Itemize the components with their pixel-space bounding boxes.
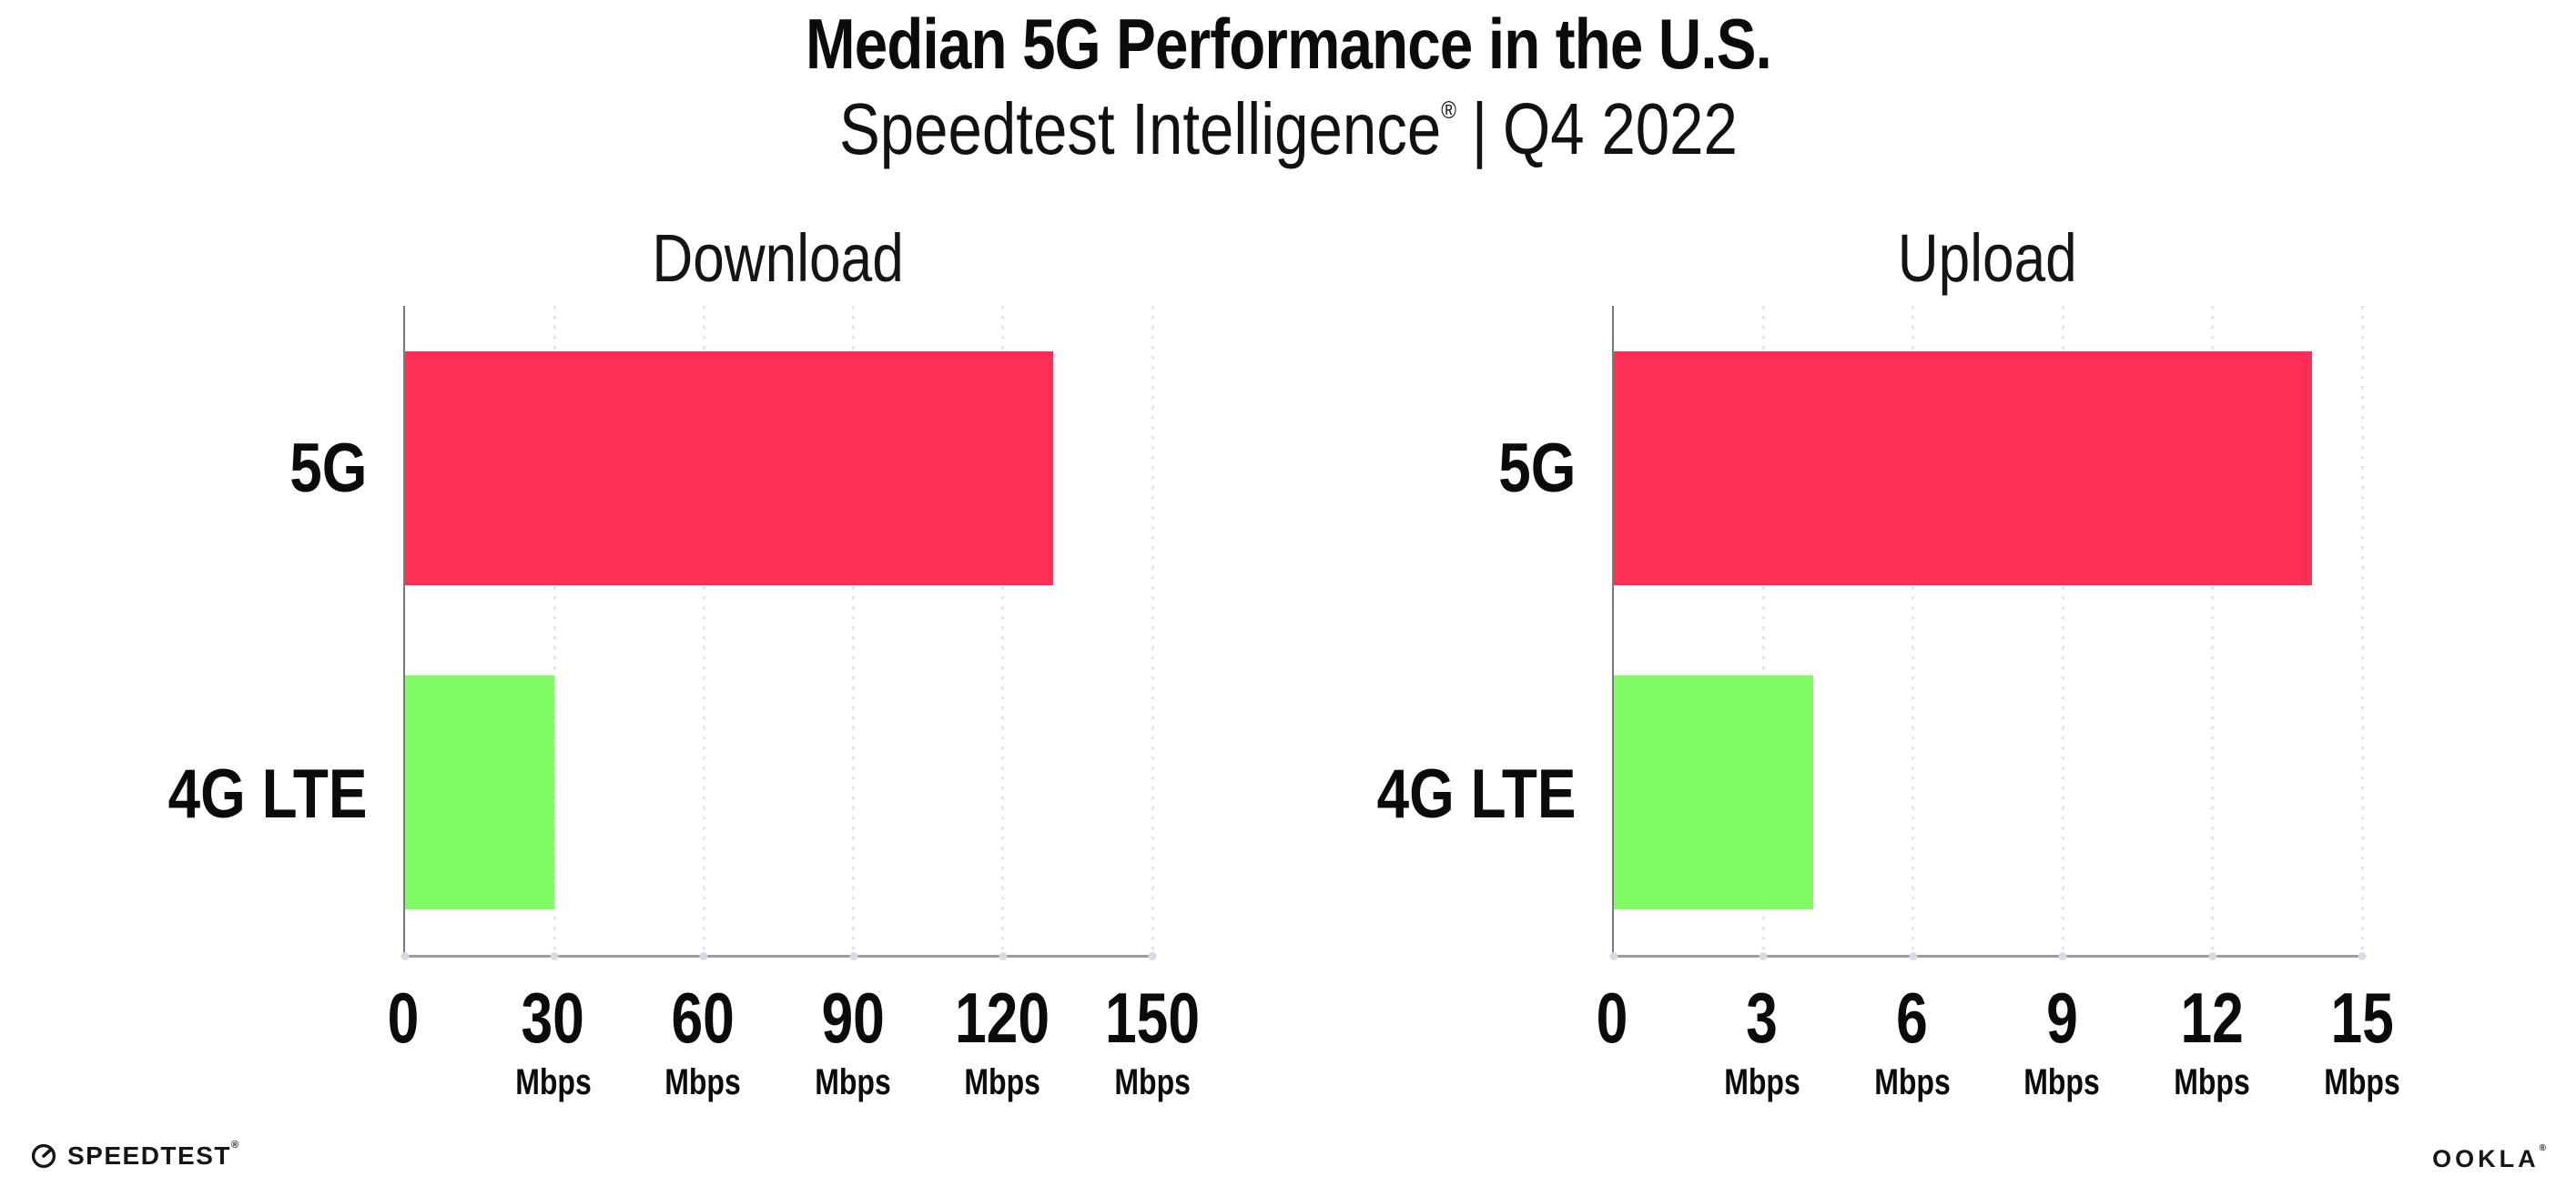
gridline-90-mbps <box>852 306 856 955</box>
chart-title-download: Download <box>652 220 904 296</box>
page-title: Median 5G Performance in the U.S. <box>0 5 2576 84</box>
axis-tick-dot <box>401 952 410 960</box>
x-tick-label-150: 150 Mbps <box>1093 982 1212 1101</box>
speedtest-logo: SPEEDTEST® <box>30 1140 240 1171</box>
x-tick-label-0: 0 <box>1592 982 1631 1053</box>
x-tick-value: 150 <box>1104 978 1201 1058</box>
axis-tick-dot <box>1759 952 1768 960</box>
bar-4g-lte-upload <box>1614 675 1814 910</box>
plot-area-upload <box>1609 306 2367 960</box>
axis-tick-dot <box>2208 952 2217 960</box>
x-tick-value: 0 <box>1596 978 1628 1058</box>
axis-tick-dot <box>1148 952 1157 960</box>
axis-tick-dot <box>1909 952 1918 960</box>
x-tick-unit: Mbps <box>514 1062 592 1102</box>
axis-tick-dot <box>2058 952 2067 960</box>
x-tick-label-6: 6 Mbps <box>1864 982 1959 1101</box>
registered-trademark-icon: ® <box>1440 96 1456 124</box>
x-tick-unit: Mbps <box>1114 1062 1191 1102</box>
speedtest-trademark-icon: ® <box>230 1140 240 1151</box>
gridline-12-mbps <box>2211 306 2215 955</box>
x-tick-value: 9 <box>2046 978 2078 1058</box>
axis-tick-dot <box>999 952 1008 960</box>
x-tick-unit: Mbps <box>2324 1062 2400 1102</box>
axis-tick-dot <box>550 952 559 960</box>
x-tick-label-15: 15 Mbps <box>2315 982 2409 1101</box>
gridline-60-mbps <box>702 306 705 955</box>
x-tick-value: 0 <box>387 978 420 1058</box>
x-tick-unit: Mbps <box>664 1062 741 1102</box>
ookla-trademark-icon: ® <box>2539 1143 2546 1153</box>
x-tick-value: 120 <box>955 978 1050 1058</box>
x-tick-label-60: 60 Mbps <box>655 982 750 1101</box>
x-tick-value: 60 <box>671 978 735 1058</box>
x-tick-unit: Mbps <box>964 1062 1041 1102</box>
page-title-text: Median 5G Performance in the U.S. <box>805 4 1772 84</box>
x-tick-label-120: 120 Mbps <box>943 982 1061 1101</box>
gridline-120-mbps <box>1001 306 1005 955</box>
x-tick-unit: Mbps <box>2023 1062 2101 1102</box>
bar-5g-download <box>405 350 1053 585</box>
axis-tick-dot <box>699 952 708 960</box>
ookla-logo: OOKLA® <box>2432 1143 2546 1173</box>
subtitle-separator: | <box>1471 88 1487 169</box>
x-tick-value: 15 <box>2330 978 2394 1058</box>
x-tick-label-0: 0 <box>383 982 422 1053</box>
axis-tick-dot <box>1609 952 1618 960</box>
chart-upload: Upload 0 3 Mbps 6 Mbps 9 Mbps 12 Mbps 15 Mbps 5G 4G… <box>1376 220 2400 1101</box>
gridline-150-mbps <box>1151 306 1154 955</box>
speedtest-gauge-icon <box>31 1143 56 1169</box>
gridline-6-mbps <box>1912 306 1915 955</box>
axis-tick-dot <box>849 952 858 960</box>
plot-area-download <box>401 306 1157 960</box>
x-tick-label-30: 30 Mbps <box>505 982 600 1101</box>
bar-5g-upload <box>1614 350 2313 585</box>
gridline-15-mbps <box>2360 306 2364 955</box>
chart-title-upload: Upload <box>1897 220 2077 296</box>
x-tick-unit: Mbps <box>1724 1062 1800 1102</box>
bar-4g-lte-download <box>405 675 555 910</box>
chart-download: Download 0 30 Mbps 60 Mbps 90 Mbps 120 Mbps 150 Mb… <box>167 220 1200 1101</box>
speedtest-wordmark: SPEEDTEST® <box>67 1140 240 1170</box>
subtitle-product: Speedtest Intelligence <box>838 88 1441 169</box>
x-tick-label-3: 3 Mbps <box>1715 982 1810 1101</box>
x-tick-value: 3 <box>1746 978 1779 1058</box>
axis-tick-dot <box>2358 952 2367 960</box>
gridline-30-mbps <box>553 306 556 955</box>
x-tick-unit: Mbps <box>815 1062 891 1102</box>
x-tick-label-12: 12 Mbps <box>2165 982 2259 1101</box>
x-tick-value: 30 <box>521 978 585 1058</box>
gridline-3-mbps <box>1761 306 1765 955</box>
x-tick-value: 12 <box>2180 978 2244 1058</box>
category-label-5g: 5G <box>289 430 367 507</box>
x-tick-unit: Mbps <box>2174 1062 2250 1102</box>
x-tick-label-90: 90 Mbps <box>806 982 900 1101</box>
gridline-9-mbps <box>2061 306 2064 955</box>
category-label-5g: 5G <box>1497 430 1576 507</box>
page-subtitle: Speedtest Intelligence® | Q4 2022 <box>0 87 2576 171</box>
x-tick-value: 90 <box>821 978 885 1058</box>
category-label-4g-lte: 4G LTE <box>1376 756 1576 833</box>
category-label-4g-lte: 4G LTE <box>167 756 367 833</box>
x-tick-value: 6 <box>1896 978 1928 1058</box>
x-tick-unit: Mbps <box>1873 1062 1951 1102</box>
ookla-wordmark: OOKLA <box>2432 1145 2540 1172</box>
subtitle-period: Q4 2022 <box>1502 88 1738 169</box>
x-tick-label-9: 9 Mbps <box>2014 982 2109 1101</box>
